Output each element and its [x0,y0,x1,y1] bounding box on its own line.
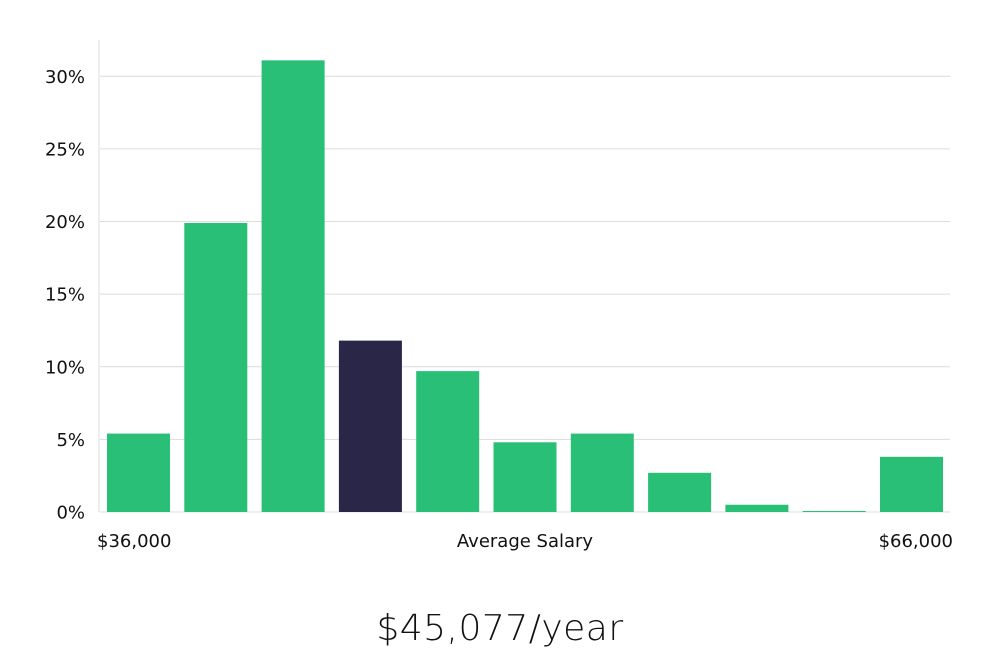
y-tick-label: 20% [45,212,85,233]
y-tick-label: 25% [45,139,85,160]
bar-highlighted [338,340,402,512]
salary-histogram: 0% 5% 10% 15% 20% 25% 30% $36,000 Average Sala… [45,40,953,552]
bar [416,371,480,512]
bar [570,433,634,512]
bar [802,511,866,512]
bar [107,433,170,512]
bar [261,60,325,512]
y-tick-label: 10% [45,357,85,378]
y-tick-label: 15% [45,285,85,306]
bar [648,472,712,512]
bar [880,456,943,512]
bar [184,222,248,512]
y-tick-label: 0% [56,503,85,524]
x-min-label: $36,000 [97,531,171,552]
x-max-label: $66,000 [879,531,953,552]
bar [725,504,789,512]
y-tick-label: 30% [45,67,85,88]
bars [107,60,943,512]
y-tick-label: 5% [56,430,85,451]
bar [493,442,557,512]
x-axis-title: Average Salary [457,531,594,552]
y-tick-labels: 0% 5% 10% 15% 20% 25% 30% [45,67,85,524]
average-salary-value: $45,077/year [376,608,624,649]
